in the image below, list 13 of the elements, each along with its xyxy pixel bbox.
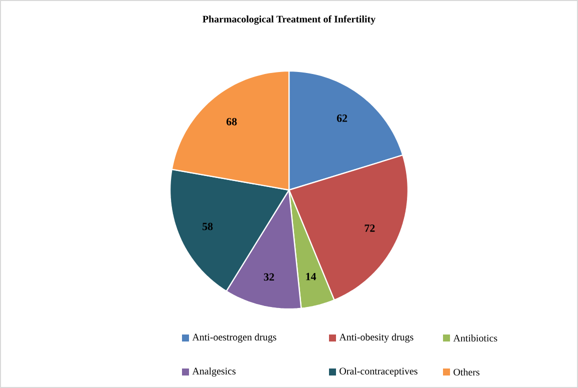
legend-label: Analgesics	[192, 367, 236, 377]
legend-label: Antibiotics	[453, 334, 498, 342]
chart-title: Pharmacological Treatment of Infertility	[202, 15, 376, 25]
data-label: 58	[202, 222, 213, 230]
legend-label: Others	[454, 368, 480, 376]
data-label: 14	[306, 272, 316, 280]
data-label: 62	[336, 114, 348, 122]
legend-label: Oral-contraceptives	[340, 367, 418, 377]
data-label: 32	[264, 273, 274, 281]
legend-label: Anti-obesity drugs	[339, 333, 414, 343]
data-label: 72	[364, 224, 375, 232]
legend-label: Anti-oestrogen drugs	[192, 333, 276, 343]
data-label: 68	[226, 118, 237, 126]
